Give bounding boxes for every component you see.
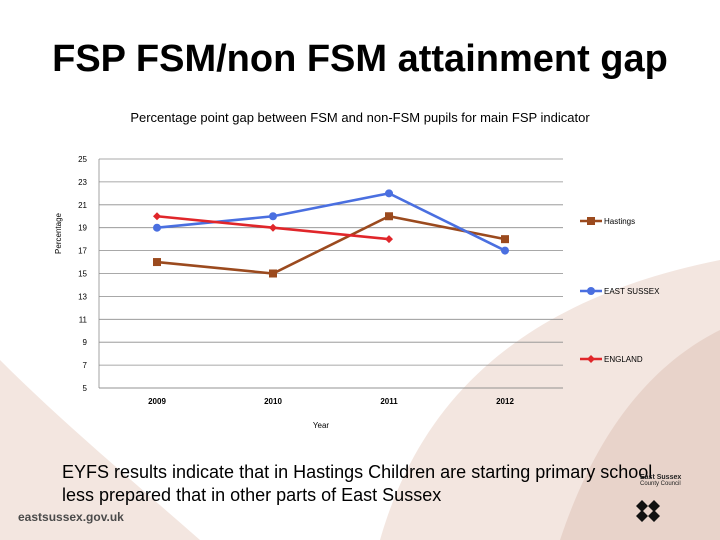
y-tick-label: 23	[78, 178, 87, 187]
data-point-hastings	[385, 212, 393, 221]
chart-title: Percentage point gap between FSM and non…	[130, 110, 590, 125]
data-point-hastings	[501, 235, 509, 244]
data-point-england	[153, 212, 161, 221]
x-axis-label: Year	[313, 421, 330, 430]
legend-label-hastings: Hastings	[604, 217, 635, 226]
y-tick-label: 7	[83, 361, 88, 370]
data-point-hastings	[269, 269, 277, 278]
y-tick-label: 15	[78, 270, 87, 279]
logo-sub: County Council	[640, 481, 681, 487]
footer-url[interactable]: eastsussex.gov.uk	[18, 510, 124, 524]
legend-label-england: ENGLAND	[604, 355, 643, 364]
y-tick-label: 9	[83, 338, 88, 347]
y-tick-label: 19	[78, 224, 87, 233]
chart-svg: 5 7 9 11 13 15 17 19 21 23 25 2009 2010 2011 2012 Year P…	[54, 155, 660, 430]
decor-swoosh-right	[560, 330, 720, 540]
legend-marker-east-sussex	[587, 287, 595, 295]
legend-label-east-sussex: EAST SUSSEX	[604, 287, 660, 296]
slide-caption: EYFS results indicate that in Hastings C…	[62, 462, 653, 505]
chart: 5 7 9 11 13 15 17 19 21 23 25 2009 2010 2011 2012 Year P…	[40, 100, 680, 440]
y-tick-label: 5	[83, 384, 88, 393]
slide-title: FSP FSM/non FSM attainment gap	[52, 38, 668, 80]
x-tick-label: 2010	[264, 397, 282, 406]
y-axis-label: Percentage	[54, 212, 63, 253]
y-tick-label: 13	[78, 292, 87, 301]
data-point-east-sussex	[385, 189, 393, 198]
y-tick-label: 17	[78, 247, 87, 256]
x-tick-label: 2011	[380, 397, 398, 406]
data-point-england	[269, 223, 277, 232]
y-tick-label: 25	[78, 155, 87, 164]
data-point-east-sussex	[269, 212, 277, 221]
east-sussex-logo-icon	[636, 500, 660, 522]
decor-swoosh-left	[0, 360, 200, 540]
logo-name: East Sussex	[640, 474, 682, 481]
series-line-hastings	[156, 214, 506, 275]
x-tick-label: 2012	[496, 397, 514, 406]
logo-text: East Sussex County Council	[640, 474, 716, 488]
data-point-england	[385, 235, 393, 244]
y-tick-label: 21	[78, 201, 87, 210]
y-tick-label: 11	[79, 315, 88, 324]
data-point-hastings	[153, 258, 161, 267]
x-tick-label: 2009	[148, 397, 166, 406]
data-point-east-sussex	[153, 223, 161, 232]
legend-marker-england	[587, 355, 595, 363]
data-point-east-sussex	[501, 246, 509, 255]
legend-marker-hastings	[587, 217, 595, 225]
